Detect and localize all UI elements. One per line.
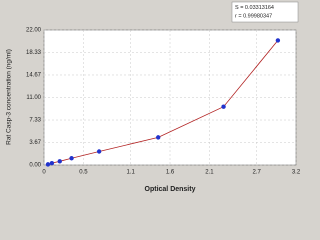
chart: S = 0.03313164 r = 0.99980347 Optical De… — [5, 1, 300, 193]
x-tick-label: 2.1 — [205, 170, 214, 176]
y-tick-label: 14.67 — [26, 73, 42, 79]
data-point — [49, 160, 55, 166]
data-point — [155, 135, 161, 140]
x-tick-label: 3.2 — [292, 170, 300, 176]
y-tick-label: 22.00 — [26, 28, 42, 34]
data-point — [96, 149, 102, 154]
x-tick-label: 1.1 — [126, 170, 135, 176]
y-tick-label: 0.00 — [29, 163, 41, 169]
data-point — [69, 156, 74, 161]
data-point — [45, 162, 51, 167]
data-point — [221, 104, 226, 109]
data-point — [57, 159, 62, 164]
x-tick-label: 0.5 — [79, 170, 88, 176]
y-axis-label: Rat Casp-3 concentration (ng/ml) — [6, 49, 13, 145]
page: S = 0.03313164 r = 0.99980347 Optical De… — [5, 1, 300, 193]
x-axis-label: Optical Density — [145, 186, 196, 193]
x-tick-label: 2.7 — [252, 170, 261, 176]
y-tick-label: 7.33 — [29, 118, 41, 124]
x-tick-label: 0 — [42, 170, 46, 176]
y-tick-label: 11.00 — [26, 95, 41, 101]
annotation: S = 0.03313164 — [235, 5, 274, 11]
annotation-box — [231, 1, 299, 23]
annotation: r = 0.99980347 — [235, 13, 272, 19]
y-tick-label: 3.67 — [29, 140, 41, 146]
data-point — [275, 38, 281, 43]
x-tick-label: 1.6 — [166, 170, 175, 176]
y-tick-label: 18.33 — [26, 50, 42, 56]
